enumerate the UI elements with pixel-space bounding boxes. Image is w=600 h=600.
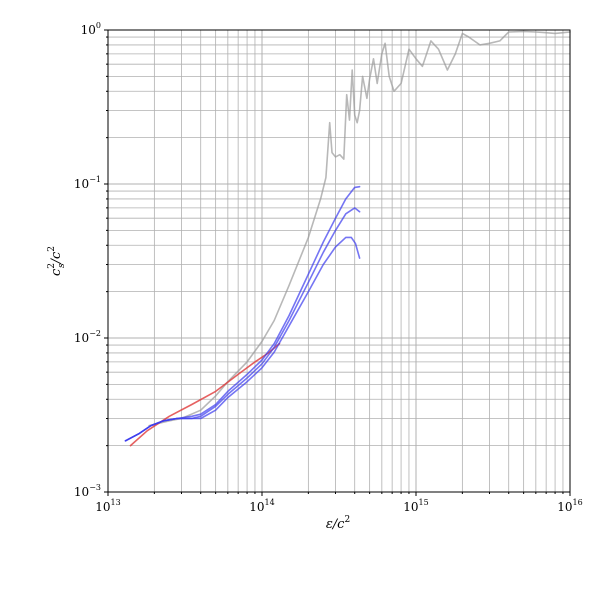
y-tick-label-base: 10 (74, 485, 89, 499)
x-tick-label: 1016 (557, 498, 582, 514)
x-tick-label-exp: 15 (419, 498, 429, 507)
x-axis-label-sup: 2 (344, 515, 350, 525)
y-tick-label-base: 10 (74, 331, 89, 345)
series-line-5 (124, 236, 361, 442)
x-tick-label-base: 10 (403, 500, 418, 514)
axis-ticks (104, 29, 571, 496)
y-tick-label-exp: −1 (89, 175, 101, 184)
series-line-3 (124, 185, 361, 442)
series-line-2 (129, 342, 281, 447)
y-tick-label: 10−1 (74, 175, 101, 191)
x-axis-label-main: ε/c (326, 517, 345, 532)
x-tick-labels: 1013 1014 1015 1016 (95, 498, 582, 514)
x-tick-label-base: 10 (249, 500, 264, 514)
y-axis-label-den: /c (49, 251, 64, 265)
y-axis-label-den-sup: 2 (47, 246, 57, 252)
y-tick-label: 10−2 (74, 329, 101, 345)
y-tick-label-exp: 0 (96, 21, 101, 30)
x-tick-label-exp: 13 (111, 498, 121, 507)
x-tick-label-base: 10 (95, 500, 110, 514)
y-tick-label-base: 10 (81, 23, 96, 37)
plot-frame (107, 29, 571, 493)
series-group (124, 30, 571, 447)
y-axis-label-sub: s (57, 263, 67, 268)
x-axis-label: ε/c2 (326, 515, 350, 532)
y-axis-label-base: c (49, 268, 64, 276)
series-line-1 (148, 30, 571, 427)
y-tick-label-exp: −2 (89, 329, 101, 338)
y-axis-label-sup: 2 (47, 263, 57, 269)
y-tick-label-base: 10 (74, 177, 89, 191)
y-tick-label: 10−3 (74, 483, 101, 499)
y-axis-label: c2s/c2 (47, 246, 67, 276)
x-tick-label-exp: 16 (573, 498, 583, 507)
grid (107, 29, 571, 493)
x-tick-label-exp: 14 (265, 498, 275, 507)
y-tick-label: 100 (81, 21, 101, 37)
x-tick-label: 1013 (95, 498, 120, 514)
x-tick-label: 1015 (403, 498, 428, 514)
series-line-4 (124, 207, 361, 442)
y-tick-label-exp: −3 (89, 483, 101, 492)
x-tick-label-base: 10 (557, 500, 572, 514)
x-tick-label: 1014 (249, 498, 274, 514)
